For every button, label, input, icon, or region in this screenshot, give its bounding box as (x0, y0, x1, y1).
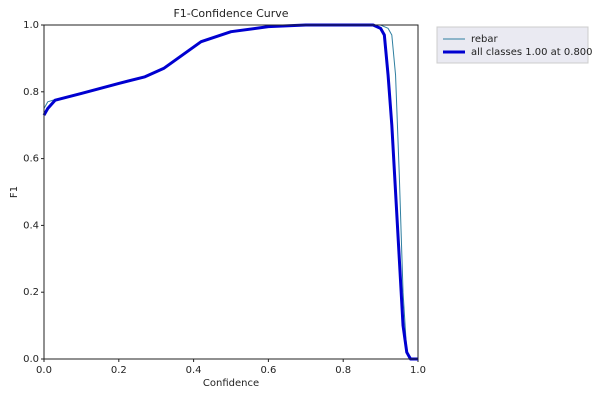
y-tick-label: 1.0 (23, 20, 39, 31)
y-tick-label: 0.8 (23, 87, 39, 98)
y-tick-label: 0.0 (23, 354, 39, 365)
x-tick-label: 0.4 (186, 365, 202, 376)
x-axis-label: Confidence (203, 378, 259, 389)
x-tick-label: 1.0 (410, 365, 426, 376)
legend-label: rebar (471, 34, 499, 45)
chart-title: F1-Confidence Curve (173, 7, 288, 20)
y-tick-label: 0.6 (23, 154, 39, 165)
x-tick-label: 0.2 (111, 365, 127, 376)
y-axis-label: F1 (9, 186, 20, 198)
x-tick-label: 0.0 (36, 365, 52, 376)
line-series (43, 24, 418, 360)
legend-box (436, 26, 589, 64)
y-tick-label: 0.4 (23, 220, 39, 231)
x-tick-label: 0.6 (260, 365, 276, 376)
plot-frame (43, 24, 419, 360)
legend-label: all classes 1.00 at 0.800 (471, 47, 593, 58)
line-series (42, 23, 418, 361)
x-tick-label: 0.8 (335, 365, 351, 376)
y-tick-label: 0.2 (23, 287, 39, 298)
